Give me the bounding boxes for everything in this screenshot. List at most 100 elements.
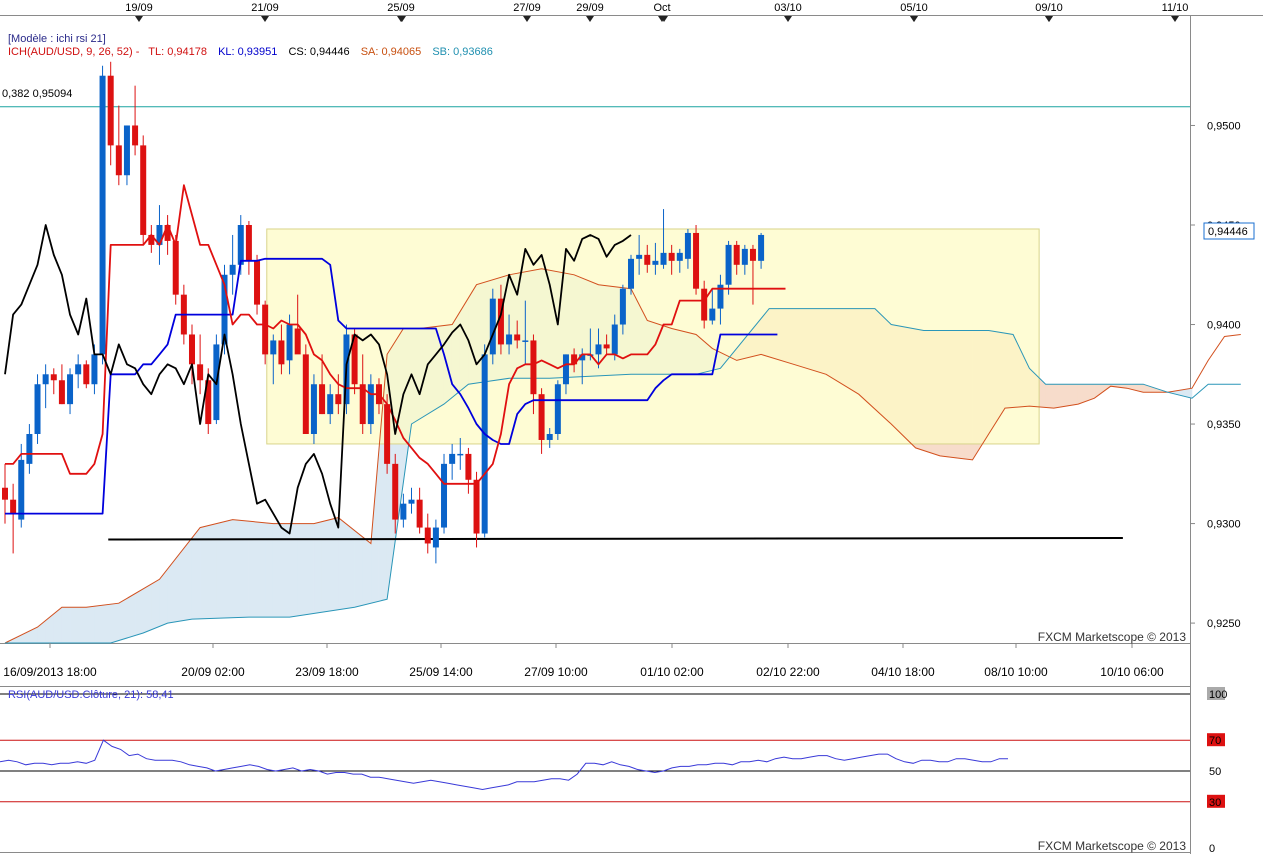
candle-body <box>123 125 130 176</box>
rsi-line <box>0 739 1008 791</box>
candle-body <box>335 394 342 405</box>
rsi-panel-background <box>0 688 1190 852</box>
cloud-segment <box>346 523 355 609</box>
ichimoku-legend: ICH(AUD/USD, 9, 26, 52) - TL: 0,94178 KL… <box>8 46 493 58</box>
top-date-label: 11/10 <box>1162 2 1189 14</box>
candles <box>2 61 765 564</box>
candle-body <box>221 274 228 345</box>
price-tick-label: 0,9250 <box>1207 618 1241 630</box>
candle-body <box>270 340 277 355</box>
cloud-segment <box>102 603 111 644</box>
candle-body <box>359 384 366 425</box>
candle-body <box>628 258 635 289</box>
candle-body <box>449 453 456 464</box>
rsi-tick-box <box>1207 841 1225 854</box>
top-date-marker <box>910 16 918 22</box>
cloud-segment <box>94 604 103 644</box>
candle-body <box>684 232 691 259</box>
watermark-rsi: FXCM Marketscope © 2013 <box>1038 839 1187 853</box>
bottom-date-label: 25/09 14:00 <box>409 665 473 679</box>
rsi-tick-box <box>1207 733 1225 747</box>
cloud-segment <box>297 523 307 617</box>
candle-body <box>749 248 756 261</box>
top-date-marker <box>660 16 668 22</box>
bottom-date-label: 10/10 06:00 <box>1100 665 1164 679</box>
bottom-date-label: 08/10 10:00 <box>984 665 1048 679</box>
candle-body <box>50 374 57 381</box>
candle-body <box>636 254 643 259</box>
candle-body <box>554 384 561 434</box>
top-date-label: 25/09 <box>387 2 415 14</box>
cloud-segment <box>313 521 323 614</box>
cloud-segment <box>1045 383 1055 409</box>
candle-body <box>424 527 431 544</box>
bottom-date-label: 16/09/2013 18:00 <box>3 665 97 679</box>
bottom-date-axis: 16/09/2013 18:00 20/09 02:00 23/09 18:00 25… <box>3 643 1164 679</box>
cloud-segment <box>321 519 331 613</box>
candle-body <box>2 487 8 500</box>
bottom-date-label: 27/09 10:00 <box>524 665 588 679</box>
cloud-segment <box>77 606 87 644</box>
cloud-segment <box>362 536 372 606</box>
template-label: [Modèle : ichi rsi 21] <box>8 33 106 45</box>
rsi-tick-label: 100 <box>1209 689 1227 701</box>
candle-body <box>58 380 65 405</box>
top-date-label: 09/10 <box>1035 2 1063 14</box>
rsi-tick-label: 50 <box>1209 766 1221 778</box>
cloud-segment <box>69 606 79 644</box>
cloud-segment <box>142 583 152 634</box>
candle-body <box>91 354 98 385</box>
candle-body <box>408 499 415 504</box>
price-tick-label: 0,9500 <box>1207 120 1241 132</box>
candle-body <box>262 304 269 355</box>
candle-body <box>205 380 212 425</box>
kijun-sen-line <box>5 257 778 515</box>
cloud-segment <box>151 578 160 631</box>
cloud-segment <box>134 588 144 636</box>
watermark-price: FXCM Marketscope © 2013 <box>1038 630 1187 644</box>
top-date-marker <box>135 16 143 22</box>
candle-body <box>156 225 163 245</box>
candle-body <box>294 328 301 355</box>
rsi-tick-label: 70 <box>1209 735 1221 747</box>
cloud-segment <box>305 523 315 615</box>
candle-body <box>457 453 464 456</box>
cloud-segment <box>1061 383 1071 408</box>
candle-body <box>652 260 659 265</box>
rsi-legend: RSI(AUD/USD.Clôture, 21): 58,41 <box>8 689 174 701</box>
cloud-segment <box>248 520 258 618</box>
top-date-marker <box>261 16 269 22</box>
candle-body <box>668 252 675 261</box>
top-date-marker <box>1045 16 1053 22</box>
rsi-tick-box <box>1207 764 1225 777</box>
candle-body <box>619 288 626 325</box>
candle-body <box>441 463 448 528</box>
candle-body <box>197 364 204 381</box>
top-date-label: 21/09 <box>251 2 279 14</box>
tenkan-sen-line <box>5 184 786 485</box>
top-date-marker <box>398 16 406 22</box>
chikou-span-line <box>4 224 632 535</box>
candle-body <box>400 503 407 520</box>
candle-body <box>164 225 171 241</box>
candle-body <box>701 288 708 321</box>
candle-body <box>497 298 504 345</box>
top-date-marker <box>784 16 792 22</box>
candle-body <box>676 252 683 261</box>
cloud-segment <box>1053 383 1063 409</box>
rsi-tick-label: 30 <box>1209 797 1221 809</box>
candle-body <box>514 334 521 341</box>
candle-body <box>140 145 147 235</box>
candle-body <box>603 344 610 349</box>
price-tick-label: 0,9400 <box>1207 320 1241 332</box>
candle-body <box>571 354 578 365</box>
candle-body <box>693 232 700 289</box>
candle-body <box>278 340 285 365</box>
candle-body <box>473 479 480 534</box>
candle-body <box>188 334 195 365</box>
candle-body <box>741 248 748 265</box>
candle-body <box>42 374 49 385</box>
cloud-segment <box>289 523 298 618</box>
candle-body <box>579 354 586 361</box>
